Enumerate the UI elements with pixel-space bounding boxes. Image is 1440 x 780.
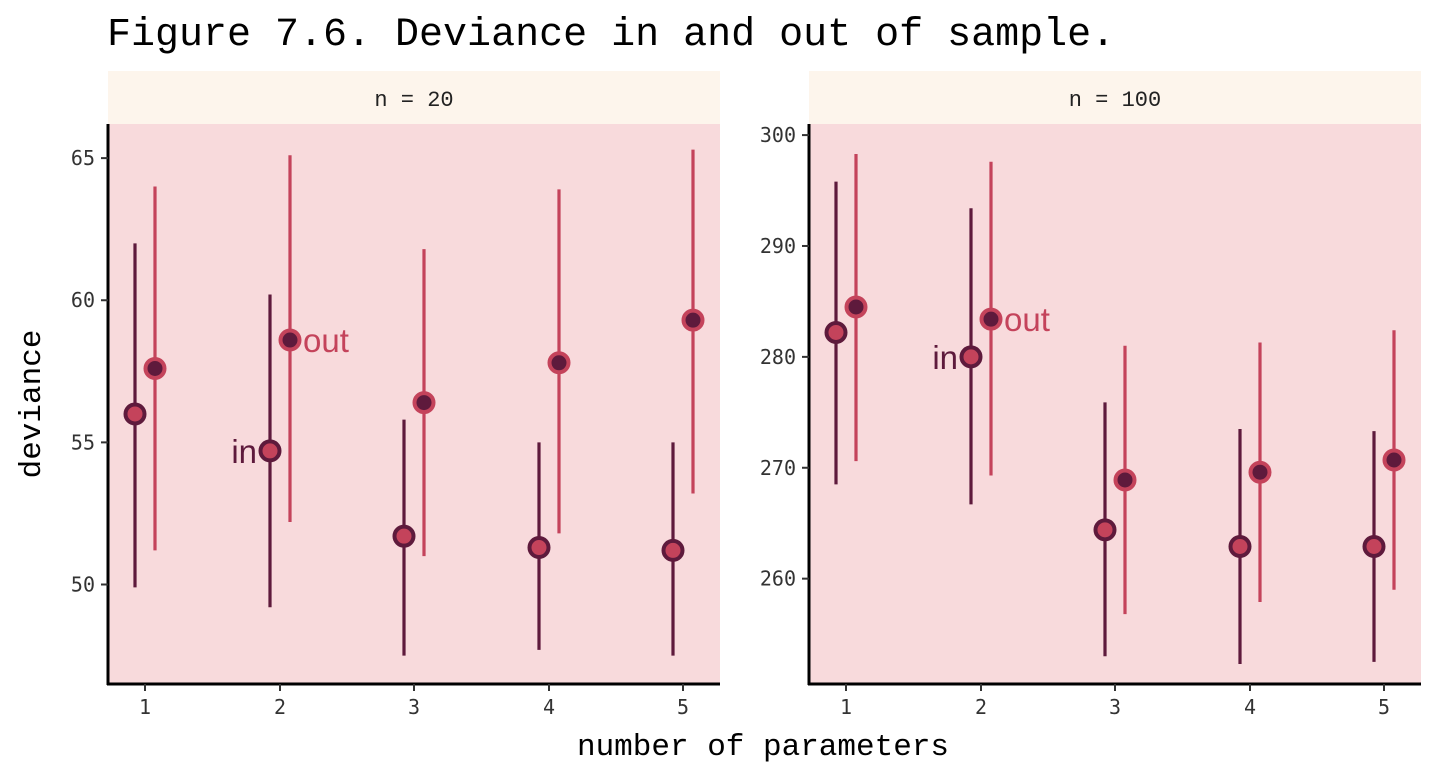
annotation-in: in <box>932 339 958 376</box>
point-out <box>844 295 868 319</box>
x-tick-label: 2 <box>975 695 987 719</box>
point-in <box>392 524 416 548</box>
annotation-out: out <box>303 322 349 359</box>
point-in <box>824 320 848 344</box>
y-tick-label: 280 <box>760 345 796 369</box>
point-out <box>547 351 571 375</box>
panel-1: n = 20 50 55 60 65 1 2 3 4 5 in out <box>71 71 720 719</box>
x-tick-label: 3 <box>408 695 420 719</box>
series-in <box>123 243 685 656</box>
y-tick-label: 290 <box>760 234 796 258</box>
series-out <box>844 153 1406 615</box>
point-in <box>123 402 147 426</box>
point-out <box>979 307 1003 331</box>
x-tick-label: 4 <box>543 695 555 719</box>
point-in <box>258 439 282 463</box>
y-tick-label: 270 <box>760 456 796 480</box>
chart-title: Figure 7.6. Deviance in and out of sampl… <box>107 13 1115 58</box>
point-out <box>681 308 705 332</box>
point-out <box>278 328 302 352</box>
point-in <box>527 536 551 560</box>
point-out <box>143 356 167 380</box>
point-in <box>959 345 983 369</box>
x-tick-label: 1 <box>840 695 852 719</box>
annotation-out: out <box>1004 301 1050 338</box>
x-tick-label: 2 <box>274 695 286 719</box>
point-in <box>661 538 685 562</box>
y-tick-label: 60 <box>71 288 95 312</box>
series-out <box>143 149 705 557</box>
y-tick-label: 260 <box>760 567 796 591</box>
y-axis-title: deviance <box>15 330 50 479</box>
point-in <box>1228 534 1252 558</box>
point-out <box>1248 460 1272 484</box>
facet-strip-label: n = 100 <box>1069 88 1161 113</box>
series-in <box>824 181 1386 665</box>
annotation-in: in <box>231 433 257 470</box>
point-in <box>1362 534 1386 558</box>
x-axis-title: number of parameters <box>577 730 949 765</box>
x-tick-label: 1 <box>139 695 151 719</box>
panel-2: n = 100 260 270 280 290 300 1 2 3 4 5 in out <box>760 71 1421 719</box>
facet-strip-bg <box>108 71 720 124</box>
x-tick-label: 5 <box>677 695 689 719</box>
x-tick-label: 3 <box>1109 695 1121 719</box>
point-in <box>1093 518 1117 542</box>
facet-strip-label: n = 20 <box>374 88 453 113</box>
point-out <box>1113 468 1137 492</box>
y-tick-label: 300 <box>760 123 796 147</box>
y-tick-label: 50 <box>71 573 95 597</box>
panel-background <box>809 124 1421 684</box>
point-out <box>412 391 436 415</box>
x-tick-label: 4 <box>1244 695 1256 719</box>
point-out <box>1382 448 1406 472</box>
panels-layer: n = 20 50 55 60 65 1 2 3 4 5 in out n = 100 260 270 280… <box>71 71 1421 719</box>
y-tick-label: 65 <box>71 146 95 170</box>
facet-strip-bg <box>809 71 1421 124</box>
y-tick-label: 55 <box>71 430 95 454</box>
x-tick-label: 5 <box>1378 695 1390 719</box>
